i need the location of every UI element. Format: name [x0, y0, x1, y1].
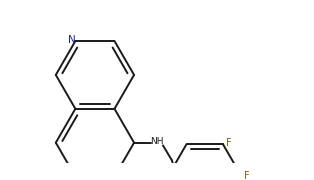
Text: F: F — [226, 138, 232, 148]
Text: NH: NH — [150, 137, 164, 146]
Text: F: F — [244, 171, 250, 180]
Text: N: N — [68, 35, 76, 45]
